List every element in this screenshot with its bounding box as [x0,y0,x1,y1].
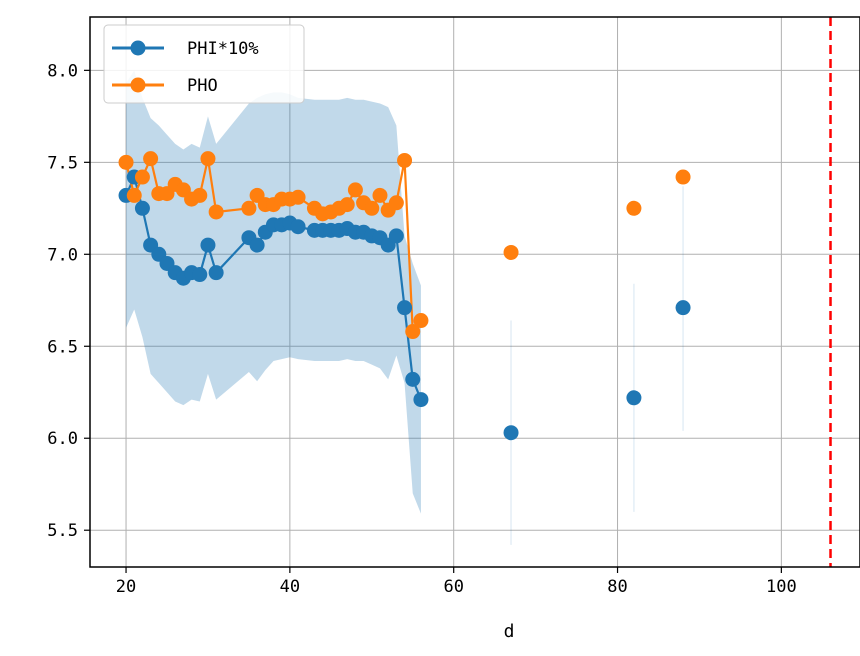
phi-point [397,300,413,316]
phi-point [675,300,691,316]
phi-point [249,237,265,253]
pho-point [290,189,306,205]
pho-point [339,197,355,213]
y-tick-label: 7.5 [47,153,78,173]
y-tick-label: 6.5 [47,337,78,357]
y-tick-label: 6.0 [47,429,78,449]
phi-confidence-band [126,70,421,514]
pho-point [118,154,134,170]
grid [90,17,860,567]
pho-point [626,200,642,216]
pho-point [208,204,224,220]
pho-point [675,169,691,185]
x-tick-label: 80 [607,577,627,597]
pho-point [126,187,142,203]
pho-point [134,169,150,185]
x-tick-label: 40 [280,577,300,597]
x-tick-label: 20 [116,577,136,597]
pho-point [388,195,404,211]
pho-point [397,152,413,168]
pho-point [372,187,388,203]
legend-label-pho: PHO [187,76,218,96]
pho-point [241,200,257,216]
phi-point [200,237,216,253]
pho-point [347,182,363,198]
phi-point [626,390,642,406]
pho-point [192,187,208,203]
legend-label-phi: PHI*10% [187,39,259,59]
phi-point [503,425,519,441]
y-tick-label: 8.0 [47,61,78,81]
legend-marker-phi [130,40,146,56]
y-tick-label: 5.5 [47,521,78,541]
pho-point [413,313,429,329]
legend-marker-pho [130,77,146,93]
phi-point [192,267,208,283]
pho-point [143,151,159,167]
confidence-band [126,70,421,514]
phi-point [413,392,429,408]
x-axis-ticks: 20 40 60 80 100 [116,567,797,597]
plot-frame [89,16,860,568]
phi-point [208,265,224,281]
x-axis-label: d [504,621,515,642]
phi-point [388,228,404,244]
pho-point [405,324,421,340]
phi-point [405,371,421,387]
legend: PHI*10% PHO [103,24,305,104]
pho-point [364,200,380,216]
series-points [118,151,691,441]
y-tick-label: 7.0 [47,245,78,265]
x-tick-label: 60 [443,577,463,597]
y-axis-ticks: 5.5 6.0 6.5 7.0 7.5 8.0 [47,61,90,541]
pho-point [200,151,216,167]
phi-point [290,219,306,235]
phi-point [134,200,150,216]
x-tick-label: 100 [766,577,797,597]
pho-point [503,244,519,260]
